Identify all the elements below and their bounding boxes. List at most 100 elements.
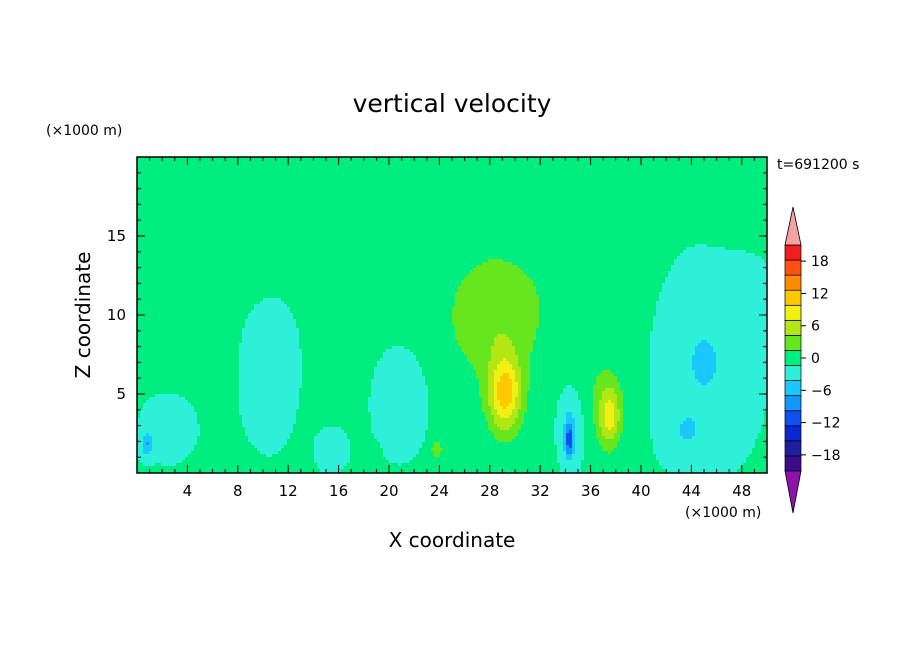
contour-cell [521, 388, 531, 392]
contour-cell [143, 445, 153, 449]
contour-cell [374, 373, 423, 377]
contour-cell [488, 424, 498, 428]
contour-cell [491, 409, 498, 413]
contour-cell [584, 457, 657, 461]
contour-cell [539, 307, 657, 311]
contour-cell [422, 367, 474, 371]
contour-cell [137, 385, 240, 389]
contour-cell [539, 322, 654, 326]
contour-cell [371, 421, 429, 425]
contour-cell [137, 415, 141, 419]
contour-cell [137, 208, 767, 212]
contour-cell [500, 379, 513, 383]
contour-cell [137, 457, 186, 461]
contour-cell [137, 268, 474, 272]
contour-cell [143, 442, 147, 446]
colorbar-band [784, 410, 802, 427]
contour-cell [656, 313, 767, 317]
contour-cell [299, 397, 369, 401]
contour-cell [593, 406, 600, 410]
contour-cell [371, 430, 426, 434]
contour-cell [572, 385, 594, 389]
contour-cell [521, 268, 672, 272]
contour-cell [242, 340, 300, 344]
contour-cell [296, 415, 372, 419]
contour-cell [572, 415, 585, 419]
contour-cell [566, 385, 573, 389]
contour-cell [575, 442, 585, 446]
y-axis-title: Z coordinate [71, 252, 95, 379]
contour-cell [368, 397, 429, 401]
contour-cell [617, 397, 624, 401]
contour-cell [650, 388, 767, 392]
contour-cell [659, 295, 767, 299]
contour-cell [668, 274, 767, 278]
contour-cell [137, 379, 240, 383]
contour-cell [452, 307, 540, 311]
contour-cell [527, 400, 558, 404]
contour-cell [650, 355, 693, 359]
contour-cell [476, 265, 519, 269]
contour-cell [491, 355, 519, 359]
contour-cell [458, 289, 537, 293]
contour-cell [554, 421, 567, 425]
contour-cell [143, 436, 153, 440]
contour-cell [617, 376, 651, 380]
contour-cell [716, 361, 767, 365]
contour-cell [239, 406, 300, 410]
contour-cell [137, 250, 684, 254]
contour-cell [383, 448, 420, 452]
contour-cell [488, 391, 495, 395]
contour-cell [557, 451, 567, 455]
contour-cell [296, 412, 372, 416]
contour-cell [314, 445, 351, 449]
contour-cell [623, 409, 651, 413]
contour-cell [566, 415, 573, 419]
contour-cell [524, 421, 555, 425]
contour-cell [152, 436, 198, 440]
contour-cell [494, 403, 501, 407]
contour-cell [299, 391, 372, 395]
contour-cell [299, 394, 372, 398]
contour-cell [614, 388, 621, 392]
contour-cell [755, 445, 767, 449]
contour-cell [764, 259, 767, 263]
contour-cell [497, 391, 513, 395]
contour-cell [602, 370, 612, 374]
contour-cell [566, 457, 573, 461]
contour-cell [650, 352, 696, 356]
contour-cell [593, 409, 600, 413]
contour-cell [299, 403, 369, 407]
contour-cell [650, 400, 767, 404]
contour-cell [557, 400, 582, 404]
contour-cell [518, 265, 672, 269]
contour-cell [512, 397, 516, 401]
contour-cell [614, 448, 654, 452]
contour-cell [377, 364, 420, 368]
contour-cell [314, 436, 348, 440]
contour-cell [692, 436, 759, 440]
contour-cell [488, 370, 495, 374]
contour-cell [677, 256, 762, 260]
contour-cell [752, 451, 767, 455]
contour-cell [566, 451, 573, 455]
contour-cell [500, 361, 510, 365]
contour-cell [137, 412, 141, 416]
contour-cell [497, 385, 513, 389]
contour-cell [371, 379, 426, 383]
contour-cell [347, 463, 399, 467]
contour-cell [593, 385, 621, 389]
contour-cell [299, 406, 369, 410]
contour-cell [497, 412, 513, 416]
contour-cell [605, 415, 615, 419]
contour-cell [530, 355, 651, 359]
contour-cell [443, 448, 558, 452]
contour-cell [137, 199, 767, 203]
contour-cell [611, 370, 651, 374]
contour-cell [575, 433, 585, 437]
contour-cell [518, 355, 531, 359]
contour-cell [530, 370, 603, 374]
contour-cell [191, 403, 240, 407]
contour-cell [374, 367, 423, 371]
contour-cell [494, 406, 504, 410]
